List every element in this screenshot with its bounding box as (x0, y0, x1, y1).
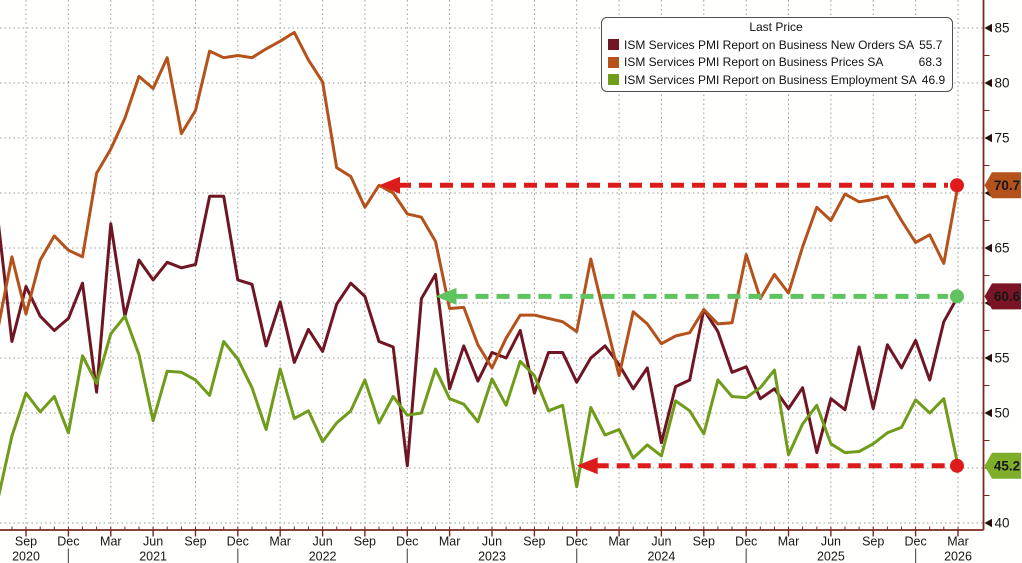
legend-value: 55.7 (919, 37, 943, 52)
svg-text:55: 55 (995, 351, 1010, 366)
employment-swatch (608, 74, 619, 86)
svg-text:2024: 2024 (647, 550, 675, 563)
svg-text:Sep: Sep (354, 535, 376, 549)
svg-text:Sep: Sep (184, 535, 206, 549)
svg-text:65: 65 (995, 241, 1010, 256)
svg-text:Dec: Dec (227, 535, 249, 549)
svg-text:2026: 2026 (944, 550, 972, 563)
legend-label: ISM Services PMI Report on Business Empl… (624, 72, 917, 87)
svg-text:Mar: Mar (269, 535, 291, 549)
legend-value: 46.9 (921, 72, 946, 87)
legend-label: ISM Services PMI Report on Business New … (624, 37, 915, 52)
svg-text:75: 75 (995, 131, 1010, 146)
svg-text:50: 50 (995, 406, 1010, 421)
legend-label: ISM Services PMI Report on Business Pric… (624, 55, 884, 70)
svg-text:Dec: Dec (566, 535, 588, 549)
legend-item-prices: ISM Services PMI Report on Business Pric… (608, 55, 944, 69)
svg-text:Mar: Mar (947, 535, 969, 549)
svg-text:80: 80 (995, 76, 1010, 91)
legend-item-employment: ISM Services PMI Report on Business Empl… (608, 72, 946, 87)
svg-text:2021: 2021 (139, 550, 167, 563)
svg-text:Sep: Sep (523, 535, 545, 549)
legend: Last Price ISM Services PMI Report on Bu… (601, 17, 953, 92)
svg-text:Dec: Dec (735, 535, 757, 549)
svg-text:Jun: Jun (821, 535, 841, 549)
legend-title: Last Price (749, 20, 803, 34)
svg-text:70.7: 70.7 (994, 178, 1020, 193)
new-orders-swatch (608, 39, 619, 51)
svg-text:Jun: Jun (313, 535, 333, 549)
svg-text:Sep: Sep (15, 535, 37, 549)
svg-text:85: 85 (995, 21, 1010, 36)
legend-item-new-orders: ISM Services PMI Report on Business New … (608, 38, 944, 52)
svg-text:60.6: 60.6 (994, 289, 1021, 304)
svg-text:40: 40 (995, 516, 1010, 531)
legend-value: 68.3 (918, 55, 942, 70)
svg-text:2025: 2025 (817, 550, 845, 563)
svg-text:Mar: Mar (778, 535, 800, 549)
svg-text:Jun: Jun (143, 535, 163, 549)
svg-text:Jun: Jun (651, 535, 671, 549)
svg-text:2023: 2023 (478, 550, 506, 563)
svg-text:Mar: Mar (100, 535, 122, 549)
svg-text:45.2: 45.2 (994, 459, 1020, 474)
svg-text:Mar: Mar (608, 535, 630, 549)
svg-text:Sep: Sep (862, 535, 884, 549)
prices-swatch (608, 56, 619, 68)
svg-text:Dec: Dec (396, 535, 418, 549)
svg-text:Dec: Dec (904, 535, 926, 549)
svg-text:Dec: Dec (57, 535, 79, 549)
svg-text:2020: 2020 (12, 550, 40, 563)
svg-text:Sep: Sep (693, 535, 715, 549)
svg-text:2022: 2022 (309, 550, 337, 563)
svg-text:Jun: Jun (482, 535, 502, 549)
svg-text:Mar: Mar (439, 535, 461, 549)
